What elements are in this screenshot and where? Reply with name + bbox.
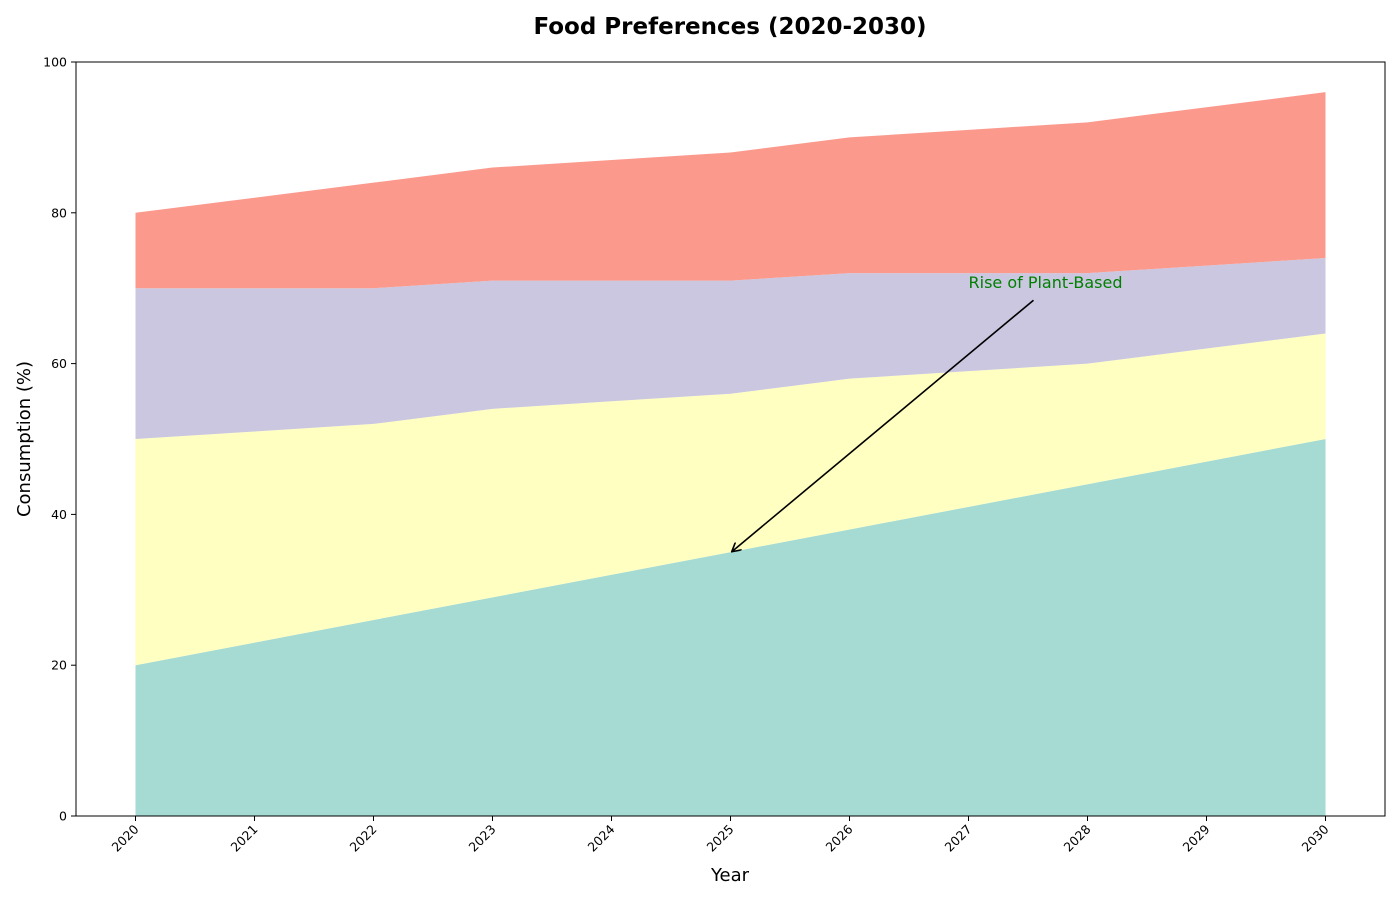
y-tick-label: 20 [51,658,67,673]
y-axis-label: Consumption (%) [14,361,35,517]
x-tick-label: 2023 [466,822,499,855]
y-tick-label: 0 [59,809,67,824]
annotation-label: Rise of Plant-Based [969,273,1123,292]
area-series-1 [135,439,1326,816]
y-tick-label: 40 [51,507,67,522]
area-series-group [135,92,1326,816]
annotation-arrow [733,299,1035,551]
x-axis-label: Year [710,865,750,886]
x-tick-label: 2026 [823,821,856,854]
x-axis: 2020 2021 2022 2023 2024 2025 2026 2027 2028 2029… [109,816,1332,855]
chart-title: Food Preferences (2020-2030) [533,14,926,40]
x-tick-label: 2025 [704,822,737,855]
x-tick-label: 2024 [585,821,618,854]
y-tick-label: 80 [51,205,67,220]
x-tick-label: 2027 [942,822,975,855]
y-tick-label: 60 [51,356,67,371]
x-tick-label: 2029 [1180,821,1213,854]
x-tick-label: 2020 [109,821,142,854]
annotation: Rise of Plant-Based [733,273,1123,551]
y-axis: 0 20 40 60 80 100 [43,55,76,824]
y-tick-label: 100 [43,55,67,70]
x-tick-label: 2028 [1061,821,1094,854]
area-series-3 [135,258,1326,439]
area-series-4 [135,92,1326,289]
x-tick-label: 2021 [228,822,261,855]
x-tick-label: 2030 [1299,821,1332,854]
x-tick-label: 2022 [347,822,380,855]
